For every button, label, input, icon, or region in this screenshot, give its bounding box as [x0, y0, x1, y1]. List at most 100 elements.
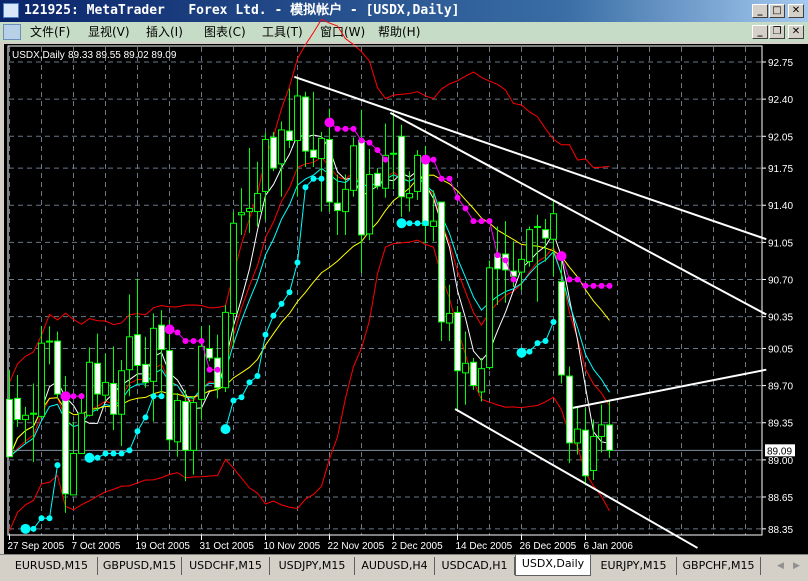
candle [518, 249, 525, 291]
sar-down-dot [382, 156, 389, 163]
candle [262, 133, 269, 221]
menu-insert[interactable]: 插入(I) [146, 25, 183, 39]
candle-body [398, 135, 405, 198]
tab-scroll-left-icon[interactable]: ◀ [777, 561, 784, 571]
candle-body [542, 229, 549, 239]
window-title: 121925: MetaTrader Forex Ltd. - 模拟帐户 - [… [24, 3, 460, 18]
maximize-button[interactable]: □ [769, 4, 785, 18]
candle [534, 214, 541, 302]
tab-usdx-daily[interactable]: USDX,Daily [515, 555, 591, 576]
candle-body [334, 202, 341, 212]
date-label: 31 Oct 2005 [200, 541, 255, 552]
tab-gbpchf-m15[interactable]: GBPCHF,M15 [677, 557, 761, 575]
candle [230, 211, 237, 347]
candle [46, 326, 53, 365]
candle-body [558, 281, 565, 376]
tab-scroll-right-icon[interactable]: ▶ [793, 561, 800, 571]
candle-body [134, 334, 141, 366]
candle [6, 369, 13, 458]
trendline [454, 408, 698, 549]
child-close-button[interactable]: ✕ [788, 25, 804, 39]
tab-eurjpy-m15[interactable]: EURJPY,M15 [591, 557, 677, 575]
sar-up-dot [422, 220, 429, 227]
candle-body [278, 129, 285, 165]
candle [470, 358, 477, 390]
candle [54, 331, 61, 399]
date-label: 19 Oct 2005 [136, 541, 191, 552]
sar-up-dot-link [145, 396, 154, 418]
sar-up-dot-link [289, 262, 298, 293]
tab-usdcad-h1[interactable]: USDCAD,H1 [435, 557, 515, 575]
candle [310, 91, 317, 168]
candle [246, 147, 253, 233]
tab-eurusd-m15[interactable]: EURUSD,M15 [6, 557, 98, 575]
sar-down-dot-link [505, 260, 514, 280]
tab-usdjpy-m15[interactable]: USDJPY,M15 [270, 557, 355, 575]
candle-body [294, 95, 301, 142]
sar-down-dot-link [489, 221, 498, 256]
sar-dots [20, 117, 613, 534]
sar-up-dot-link [257, 334, 266, 377]
candle-body [318, 137, 325, 160]
menu-view[interactable]: 显视(V) [88, 25, 130, 39]
candle [358, 109, 365, 274]
menu-help[interactable]: 帮助(H) [378, 25, 421, 39]
candle [398, 124, 405, 217]
candle-body [470, 361, 477, 387]
chart-window-icon[interactable] [3, 24, 21, 40]
date-label: 27 Sep 2005 [8, 541, 65, 552]
candle-body [94, 362, 101, 395]
tab-gbpusd-m15[interactable]: GBPUSD,M15 [98, 557, 182, 575]
candle-body [22, 414, 29, 421]
chart-ohlc: 89.33 89.55 89.02 89.09 [68, 50, 177, 61]
candle-body [198, 345, 205, 400]
candle-body [310, 149, 317, 158]
candle-body [230, 222, 237, 314]
date-label: 2 Dec 2005 [392, 541, 444, 552]
candle-body [430, 220, 437, 227]
price-chart[interactable]: 92.75 92.40 92.05 91.75 91.40 91.05 90.70 90.35… [0, 0, 808, 554]
candle-body [118, 370, 125, 415]
candle [206, 325, 213, 362]
candle-body [70, 453, 77, 496]
menu-file[interactable]: 文件(F) [30, 25, 71, 39]
menu-tools[interactable]: 工具(T) [262, 25, 303, 39]
candle-body [526, 229, 533, 262]
candle [190, 396, 197, 475]
candle-body [286, 130, 293, 142]
price-label: 89.35 [768, 419, 793, 430]
candle [70, 421, 77, 496]
candle [446, 284, 453, 342]
candle-body [366, 173, 373, 235]
trendline [389, 112, 767, 316]
candle-body [174, 399, 181, 443]
candle [438, 201, 445, 342]
menu-window[interactable]: 窗口(W) [320, 25, 366, 39]
sar-down-dot [510, 276, 517, 283]
candle [566, 366, 573, 464]
candle-body [606, 424, 613, 451]
candle-body [14, 397, 21, 421]
title-bar: 121925: MetaTrader Forex Ltd. - 模拟帐户 - [… [0, 0, 808, 22]
menu-charts[interactable]: 图表(C) [204, 25, 246, 39]
tab-audusd-h4[interactable]: AUDUSD,H4 [355, 557, 435, 575]
candle [390, 112, 397, 190]
candle [494, 226, 501, 305]
candle [134, 278, 141, 385]
price-label: 92.05 [768, 132, 793, 143]
candle-body [78, 412, 85, 455]
candle [462, 331, 469, 405]
bollinger-upper [9, 18, 610, 383]
child-minimize-button[interactable]: _ [752, 25, 768, 39]
candle-body [438, 201, 445, 323]
child-restore-button[interactable]: ❐ [769, 25, 785, 39]
close-button[interactable]: ✕ [788, 4, 804, 18]
candle [222, 304, 229, 392]
candle-body [182, 401, 189, 451]
minimize-button[interactable]: _ [752, 4, 768, 18]
sar-down-dot [606, 282, 613, 289]
candle-body [382, 154, 389, 189]
tab-usdchf-m15[interactable]: USDCHF,M15 [182, 557, 270, 575]
fast-ma-line [9, 134, 610, 457]
candle [86, 347, 93, 417]
